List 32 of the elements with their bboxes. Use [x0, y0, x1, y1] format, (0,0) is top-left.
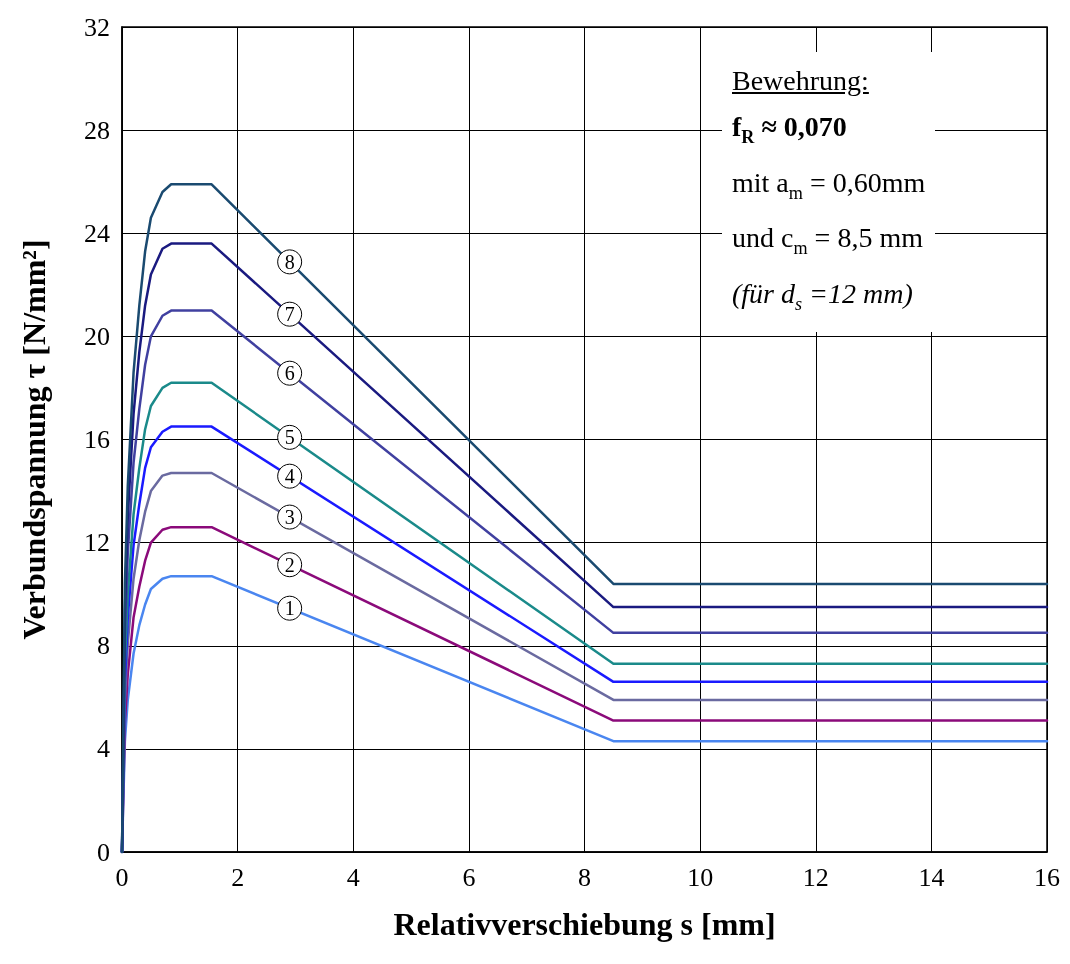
- series-label: 8: [284, 250, 295, 273]
- annotation: mit a$_{m}$ = 0,60mm: [732, 165, 926, 205]
- annotation: Bewehrung:: [732, 64, 870, 98]
- y-tick-label: 28: [84, 115, 110, 145]
- y-tick-label: 8: [97, 631, 110, 661]
- y-tick-label: 20: [84, 321, 110, 351]
- x-tick-label: 14: [918, 862, 945, 892]
- y-tick-label: 24: [84, 218, 110, 248]
- y-tick-label: 0: [97, 837, 110, 867]
- x-tick-label: 16: [1034, 862, 1060, 892]
- x-tick-label: 12: [802, 862, 829, 892]
- series-label: 7: [284, 303, 295, 326]
- series-label: 3: [284, 506, 295, 529]
- y-tick-label: 32: [84, 12, 110, 42]
- x-axis-title: Relativverschiebung s [mm]: [393, 906, 776, 942]
- series-label: 6: [284, 362, 295, 385]
- series-label: 1: [284, 597, 295, 620]
- x-tick-label: 6: [462, 862, 476, 892]
- y-axis-title: Verbundspannung τ [N/mm²]: [16, 239, 52, 640]
- annotation: f$_{R}$ ≈ 0,070: [732, 110, 848, 149]
- series-label: 5: [284, 426, 295, 449]
- series-label: 2: [284, 553, 295, 576]
- annotation: und c$_{m}$ = 8,5 mm: [732, 221, 924, 260]
- series-label: 4: [284, 465, 295, 488]
- x-tick-label: 2: [231, 862, 245, 892]
- annotation: (für d$_{s}$ =12 mm): [732, 276, 914, 316]
- x-tick-label: 8: [578, 862, 591, 892]
- y-tick-label: 12: [84, 528, 110, 558]
- y-tick-label: 4: [97, 734, 110, 764]
- y-tick-label: 16: [84, 425, 110, 454]
- x-tick-label: 4: [346, 862, 360, 892]
- x-tick-label: 10: [687, 862, 714, 892]
